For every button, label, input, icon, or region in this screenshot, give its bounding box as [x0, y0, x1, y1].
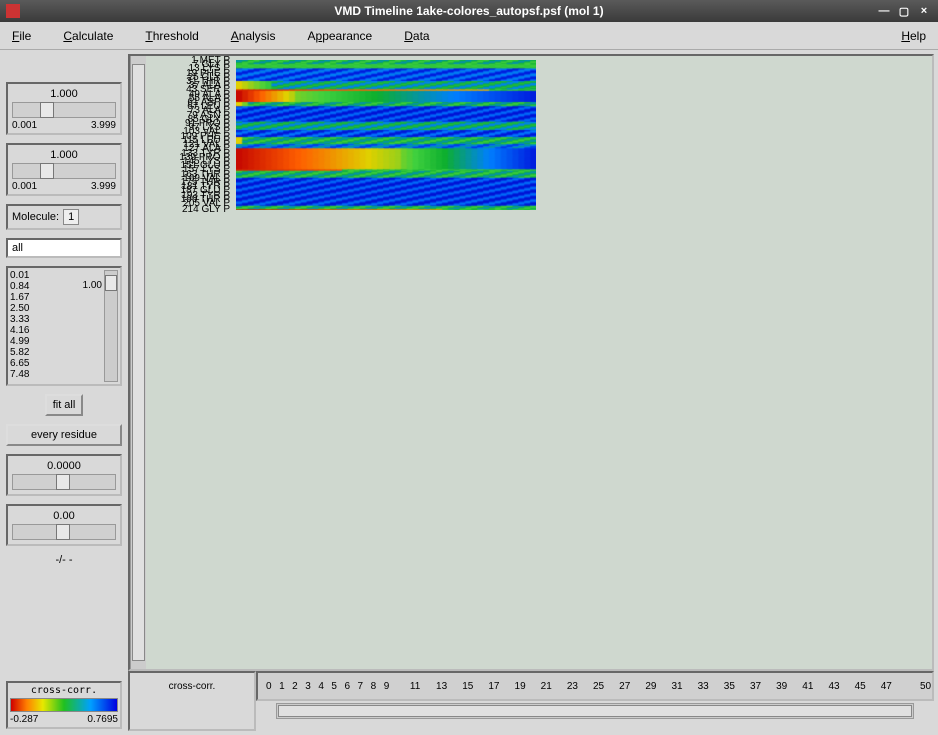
x-tick-label: 19: [515, 681, 526, 692]
offset-slider-1[interactable]: 0.0000: [6, 454, 122, 496]
maximize-button[interactable]: ▢: [896, 4, 912, 18]
x-tick-label: 23: [567, 681, 578, 692]
x-tick-label: 17: [488, 681, 499, 692]
vmd-timeline-window: VMD Timeline 1ake-colores_autopsf.psf (m…: [0, 0, 938, 735]
slider-track[interactable]: [12, 102, 116, 118]
heatmap-canvas[interactable]: 1 MET P7 GLY P13 LYS P19 PHE P25 GLY P31…: [146, 56, 932, 669]
app-icon: [6, 4, 20, 18]
frame-indicator: -/- -: [6, 554, 122, 566]
legend-gradient: [10, 698, 118, 712]
value-list-marker: 1.00: [83, 280, 102, 291]
x-tick-label: 5: [331, 681, 337, 692]
zoom-y-slider[interactable]: 1.000 0.0013.999: [6, 143, 122, 196]
slider-thumb[interactable]: [56, 524, 70, 540]
x-tick-label: 8: [371, 681, 377, 692]
minimize-button[interactable]: —: [876, 4, 892, 18]
window-title: VMD Timeline 1ake-colores_autopsf.psf (m…: [0, 4, 938, 18]
menu-file[interactable]: File: [12, 29, 31, 43]
x-tick-label: 11: [410, 681, 420, 692]
x-axis-ticks: 0123456789111315171921232527293133353739…: [256, 671, 934, 701]
every-residue-button[interactable]: every residue: [6, 424, 122, 446]
vertical-scrollbar[interactable]: [130, 56, 146, 669]
x-tick-label: 15: [462, 681, 473, 692]
legend-title: cross-corr.: [10, 685, 118, 696]
menubar: File Calculate Threshold Analysis Appear…: [0, 22, 938, 50]
menu-data[interactable]: Data: [404, 29, 429, 43]
x-tick-label: 6: [344, 681, 350, 692]
plot-frame: 1 MET P7 GLY P13 LYS P19 PHE P25 GLY P31…: [128, 54, 934, 671]
scroll-thumb[interactable]: [132, 64, 145, 661]
slider-value: 1.000: [12, 88, 116, 100]
x-tick-label: 47: [881, 681, 892, 692]
x-tick-label: 2: [292, 681, 298, 692]
value-list-numbers: 0.010.841.672.503.334.164.995.826.657.48: [10, 270, 83, 382]
slider-track[interactable]: [12, 163, 116, 179]
close-button[interactable]: ×: [916, 4, 932, 18]
menu-help[interactable]: Help: [901, 29, 926, 43]
zoom-x-slider[interactable]: 1.000 0.0013.999: [6, 82, 122, 135]
x-tick-label: 33: [698, 681, 709, 692]
molecule-row: Molecule: 1: [6, 204, 122, 230]
menu-calculate[interactable]: Calculate: [63, 29, 113, 43]
fit-all-button[interactable]: fit all: [45, 394, 84, 416]
x-tick-label: 39: [776, 681, 787, 692]
horizontal-scrollbar[interactable]: [276, 703, 914, 719]
selection-input[interactable]: all: [6, 238, 122, 258]
y-tick-label: 214 GLY P: [182, 204, 230, 215]
menu-threshold[interactable]: Threshold: [145, 29, 198, 43]
measure-label-box: cross-corr.: [128, 671, 256, 731]
bottom-row: cross-corr. 0123456789111315171921232527…: [128, 671, 934, 731]
slider-thumb[interactable]: [40, 163, 54, 179]
x-axis-area: 0123456789111315171921232527293133353739…: [256, 671, 934, 731]
x-tick-label: 37: [750, 681, 761, 692]
molecule-value[interactable]: 1: [63, 209, 79, 225]
slider-thumb[interactable]: [56, 474, 70, 490]
value-list[interactable]: 0.010.841.672.503.334.164.995.826.657.48…: [6, 266, 122, 386]
scroll-thumb[interactable]: [105, 275, 117, 291]
x-tick-label: 41: [802, 681, 813, 692]
x-tick-label: 21: [541, 681, 552, 692]
x-tick-label: 45: [855, 681, 866, 692]
scroll-thumb[interactable]: [278, 705, 912, 717]
slider-value: 1.000: [12, 149, 116, 161]
offset-slider-2[interactable]: 0.00: [6, 504, 122, 546]
x-tick-label: 35: [724, 681, 735, 692]
x-tick-label: 7: [358, 681, 364, 692]
x-tick-label: 50: [920, 681, 931, 692]
main-area: 1 MET P7 GLY P13 LYS P19 PHE P25 GLY P31…: [128, 50, 938, 735]
menu-appearance[interactable]: Appearance: [307, 29, 372, 43]
value-list-scroll[interactable]: [104, 270, 118, 382]
x-tick-label: 43: [828, 681, 839, 692]
x-tick-label: 29: [645, 681, 656, 692]
slider-thumb[interactable]: [40, 102, 54, 118]
y-axis-labels: 1 MET P7 GLY P13 LYS P19 PHE P25 GLY P31…: [146, 60, 234, 665]
x-tick-label: 31: [671, 681, 682, 692]
x-tick-label: 25: [593, 681, 604, 692]
x-tick-label: 3: [305, 681, 311, 692]
x-tick-label: 9: [384, 681, 390, 692]
client-area: 1.000 0.0013.999 1.000 0.0013.999 Molecu…: [0, 50, 938, 735]
menu-analysis[interactable]: Analysis: [231, 29, 276, 43]
x-tick-label: 1: [279, 681, 285, 692]
molecule-label: Molecule:: [12, 211, 59, 223]
x-tick-label: 27: [619, 681, 630, 692]
left-panel: 1.000 0.0013.999 1.000 0.0013.999 Molecu…: [0, 50, 128, 735]
titlebar[interactable]: VMD Timeline 1ake-colores_autopsf.psf (m…: [0, 0, 938, 22]
x-tick-label: 0: [266, 681, 272, 692]
x-tick-label: 4: [318, 681, 324, 692]
measure-label: cross-corr.: [169, 681, 216, 692]
color-legend: cross-corr. -0.2870.7695: [6, 681, 122, 729]
x-tick-label: 13: [436, 681, 447, 692]
